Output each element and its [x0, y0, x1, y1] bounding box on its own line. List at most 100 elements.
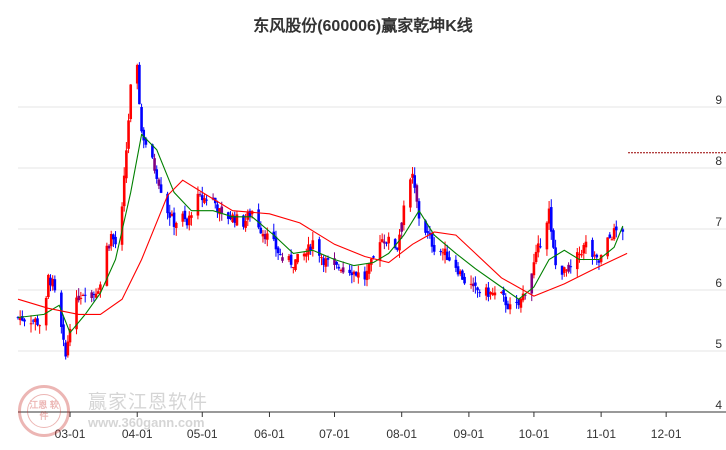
candle-body	[461, 270, 464, 280]
candle-body	[378, 242, 382, 261]
candle-body	[276, 247, 280, 254]
candle-body	[235, 214, 239, 226]
candle-body	[105, 245, 109, 286]
candle-body	[90, 292, 94, 298]
candle-body	[591, 239, 594, 257]
candle-body	[114, 236, 117, 245]
axis-layer: 4 5 6 7 8 9 03-01 04-01 05-01 06-01 07-01 08-01 09-0…	[18, 93, 726, 441]
candle-body	[372, 256, 375, 258]
candle-body	[534, 251, 538, 263]
candle-body	[597, 260, 601, 263]
candle-body	[402, 205, 406, 226]
candle-body	[83, 294, 87, 296]
candle-body	[612, 228, 616, 240]
candle-body	[29, 323, 33, 325]
candle-body	[383, 241, 386, 244]
candle-body	[424, 220, 427, 233]
candle-body	[569, 266, 573, 268]
candle-body	[183, 210, 187, 220]
candle-body	[504, 296, 508, 306]
candle-body	[233, 216, 237, 223]
candle-body	[350, 272, 354, 276]
candle-layer	[16, 62, 625, 360]
candle-body	[614, 226, 618, 231]
candle-body	[352, 271, 356, 275]
candle-body	[432, 245, 436, 252]
candle-body	[560, 265, 564, 275]
candle-body	[400, 222, 403, 232]
candle-body	[441, 252, 445, 254]
candle-body	[157, 179, 161, 186]
candle-body	[75, 297, 78, 330]
candle-body	[530, 273, 534, 294]
candle-body	[326, 258, 330, 260]
candle-body	[337, 266, 341, 269]
candle-body	[508, 304, 512, 310]
candle-body	[484, 287, 488, 296]
watermark-logo: 江恩 软件 赢家江恩软件 www.360gann.com	[18, 385, 228, 441]
candle-body	[229, 216, 232, 220]
candle-body	[168, 212, 172, 218]
candle-body	[172, 212, 176, 227]
candle-body	[140, 107, 143, 132]
candle-body	[398, 234, 401, 251]
candle-body	[610, 239, 614, 241]
candle-body	[335, 261, 338, 265]
x-tick-label: 10-01	[519, 427, 550, 441]
candle-body	[575, 252, 579, 270]
candle-body	[51, 278, 54, 287]
candle-body	[248, 210, 252, 217]
candle-body	[536, 243, 540, 253]
candle-body	[125, 150, 128, 179]
candle-body	[552, 230, 555, 248]
x-tick-label: 09-01	[454, 427, 485, 441]
candle-body	[474, 282, 477, 286]
candle-body	[81, 294, 85, 296]
candle-body	[565, 269, 568, 271]
candle-body	[261, 233, 265, 237]
candle-body	[539, 246, 542, 248]
candle-body	[220, 206, 224, 213]
candle-body	[122, 175, 126, 207]
candle-body	[287, 256, 291, 261]
candle-body	[281, 257, 284, 261]
candle-body	[493, 292, 497, 296]
candle-body	[348, 269, 351, 273]
candle-body	[77, 295, 80, 301]
candle-body	[142, 129, 146, 141]
candle-body	[387, 236, 390, 244]
candle-body	[62, 324, 65, 340]
candle-body	[302, 253, 306, 257]
candle-body	[463, 276, 466, 284]
candle-body	[120, 206, 124, 245]
candle-body	[554, 247, 557, 266]
candle-body	[491, 292, 495, 295]
candle-body	[259, 227, 263, 234]
candle-body	[155, 169, 159, 179]
candle-body	[380, 239, 384, 242]
candle-body	[263, 233, 267, 240]
candle-body	[593, 254, 596, 256]
candle-body	[357, 272, 360, 278]
candle-body	[107, 245, 111, 249]
candle-body	[294, 259, 297, 271]
candle-body	[320, 257, 323, 259]
candle-body	[545, 222, 549, 250]
candle-body	[367, 263, 371, 274]
candle-body	[478, 292, 482, 294]
candle-body	[519, 298, 523, 308]
candle-body	[458, 271, 462, 275]
y-tick-label: 6	[715, 276, 722, 290]
candle-body	[135, 65, 139, 84]
candle-body	[311, 240, 315, 249]
candle-body	[38, 325, 41, 327]
candle-body	[99, 284, 102, 290]
candle-body	[567, 264, 570, 272]
candle-body	[393, 239, 397, 249]
candle-body	[582, 244, 586, 254]
candle-body	[354, 271, 358, 276]
candle-body	[231, 214, 234, 222]
candle-body	[244, 220, 247, 228]
candle-body	[521, 293, 525, 301]
candle-body	[454, 259, 458, 268]
